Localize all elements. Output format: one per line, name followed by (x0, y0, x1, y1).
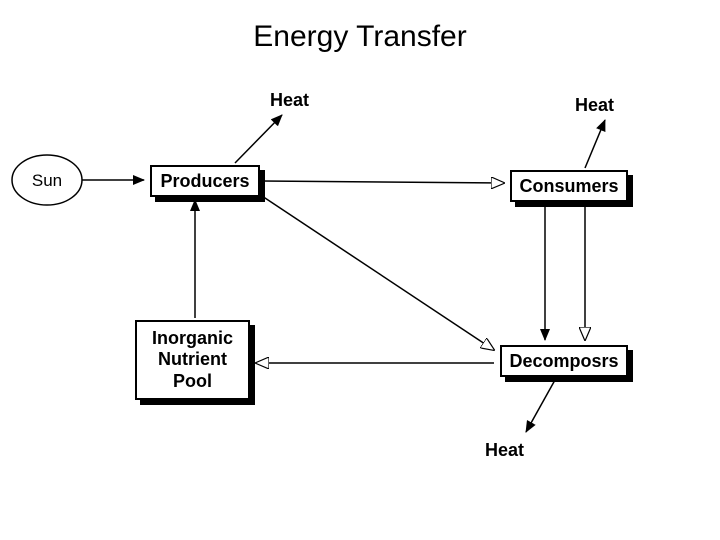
page-title: Energy Transfer (0, 20, 720, 54)
sun-label: Sun (32, 171, 62, 190)
heat-label-1: Heat (270, 90, 309, 111)
consumers-node: Consumers (510, 170, 628, 202)
edge-producers-heat (235, 115, 282, 163)
producers-node: Producers (150, 165, 260, 197)
edge-producers-consumers (262, 181, 504, 183)
inorganic-label: Inorganic Nutrient Pool (152, 328, 233, 393)
edge-consumers-heat (585, 120, 605, 168)
edge-producers-decomposers (262, 196, 494, 350)
decomposers-node: Decomposrs (500, 345, 628, 377)
inorganic-node: Inorganic Nutrient Pool (135, 320, 250, 400)
heat-label-3: Heat (485, 440, 524, 461)
sun-node (12, 155, 82, 205)
edge-decomposers-heat (526, 380, 555, 432)
diagram-svg: Sun (0, 0, 720, 540)
heat-label-2: Heat (575, 95, 614, 116)
